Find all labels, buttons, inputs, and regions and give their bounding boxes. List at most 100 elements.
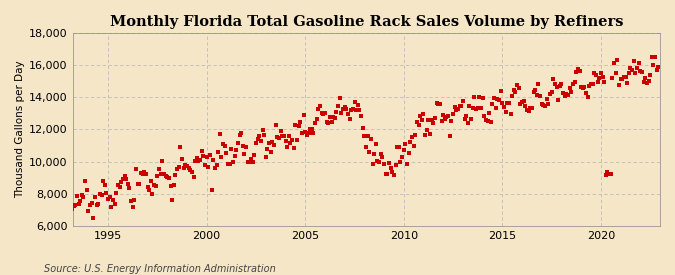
Point <box>568 81 578 86</box>
Point <box>580 91 591 95</box>
Point <box>231 147 242 152</box>
Point <box>63 203 74 207</box>
Point <box>226 147 237 152</box>
Point <box>420 133 431 137</box>
Point <box>186 170 197 174</box>
Point <box>162 174 173 179</box>
Point <box>321 120 332 125</box>
Point <box>285 141 296 145</box>
Point <box>543 102 554 106</box>
Point <box>132 182 143 186</box>
Point <box>638 80 649 84</box>
Point <box>319 111 330 116</box>
Point <box>140 171 151 176</box>
Point <box>495 89 506 93</box>
Point <box>273 136 284 140</box>
Point <box>105 194 115 199</box>
Point <box>476 106 487 110</box>
Point <box>80 179 90 183</box>
Point <box>539 104 550 109</box>
Point <box>375 152 386 156</box>
Point <box>218 142 229 147</box>
Point <box>300 130 310 134</box>
Point <box>607 76 618 81</box>
Point <box>525 106 536 111</box>
Point <box>284 134 294 139</box>
Point <box>395 160 406 164</box>
Point <box>364 150 375 155</box>
Point <box>242 160 253 164</box>
Point <box>587 82 598 87</box>
Point <box>530 88 541 92</box>
Point <box>68 204 79 208</box>
Point <box>144 188 155 192</box>
Point <box>413 123 424 127</box>
Point <box>349 100 360 105</box>
Point <box>492 97 503 101</box>
Point <box>76 192 87 197</box>
Point <box>114 185 125 189</box>
Point <box>499 105 510 109</box>
Point <box>416 118 427 122</box>
Point <box>331 110 342 114</box>
Point <box>595 71 606 76</box>
Point <box>504 101 514 105</box>
Point <box>505 112 516 116</box>
Point <box>516 100 527 104</box>
Point <box>371 142 381 146</box>
Point <box>288 146 299 150</box>
Point <box>306 127 317 131</box>
Point <box>653 65 664 70</box>
Point <box>91 202 102 207</box>
Text: Source: U.S. Energy Information Administration: Source: U.S. Energy Information Administ… <box>44 264 275 274</box>
Point <box>387 170 398 175</box>
Point <box>452 107 463 111</box>
Point <box>526 106 537 111</box>
Point <box>392 145 402 150</box>
Point <box>648 62 659 67</box>
Point <box>90 195 101 199</box>
Point <box>479 113 489 118</box>
Point <box>70 203 81 207</box>
Point <box>281 145 292 149</box>
Point <box>213 150 223 154</box>
Point <box>630 71 641 75</box>
Point <box>410 133 421 137</box>
Point <box>354 108 364 112</box>
Point <box>333 104 344 108</box>
Point <box>461 114 472 118</box>
Point <box>111 191 122 196</box>
Point <box>215 132 225 136</box>
Point <box>415 114 426 118</box>
Point <box>624 71 634 75</box>
Point <box>647 55 657 60</box>
Point <box>280 139 291 144</box>
Point <box>67 207 78 211</box>
Point <box>645 73 655 78</box>
Point <box>522 108 533 113</box>
Point <box>360 145 371 149</box>
Point <box>640 75 651 80</box>
Point <box>400 142 411 146</box>
Point <box>633 60 644 65</box>
Point <box>379 162 389 166</box>
Point <box>252 136 263 141</box>
Point <box>609 61 620 65</box>
Point <box>113 183 124 187</box>
Point <box>147 192 158 196</box>
Point <box>328 115 339 120</box>
Point <box>145 178 156 183</box>
Point <box>372 159 383 163</box>
Point <box>295 120 306 125</box>
Point <box>643 79 654 84</box>
Point <box>489 96 500 101</box>
Point <box>545 92 556 96</box>
Title: Monthly Florida Total Gasoline Rack Sales Volume by Refiners: Monthly Florida Total Gasoline Rack Sale… <box>109 15 623 29</box>
Point <box>177 156 188 161</box>
Point <box>514 86 524 90</box>
Point <box>518 98 529 103</box>
Point <box>561 92 572 97</box>
Point <box>549 82 560 87</box>
Point <box>441 115 452 119</box>
Point <box>155 172 166 176</box>
